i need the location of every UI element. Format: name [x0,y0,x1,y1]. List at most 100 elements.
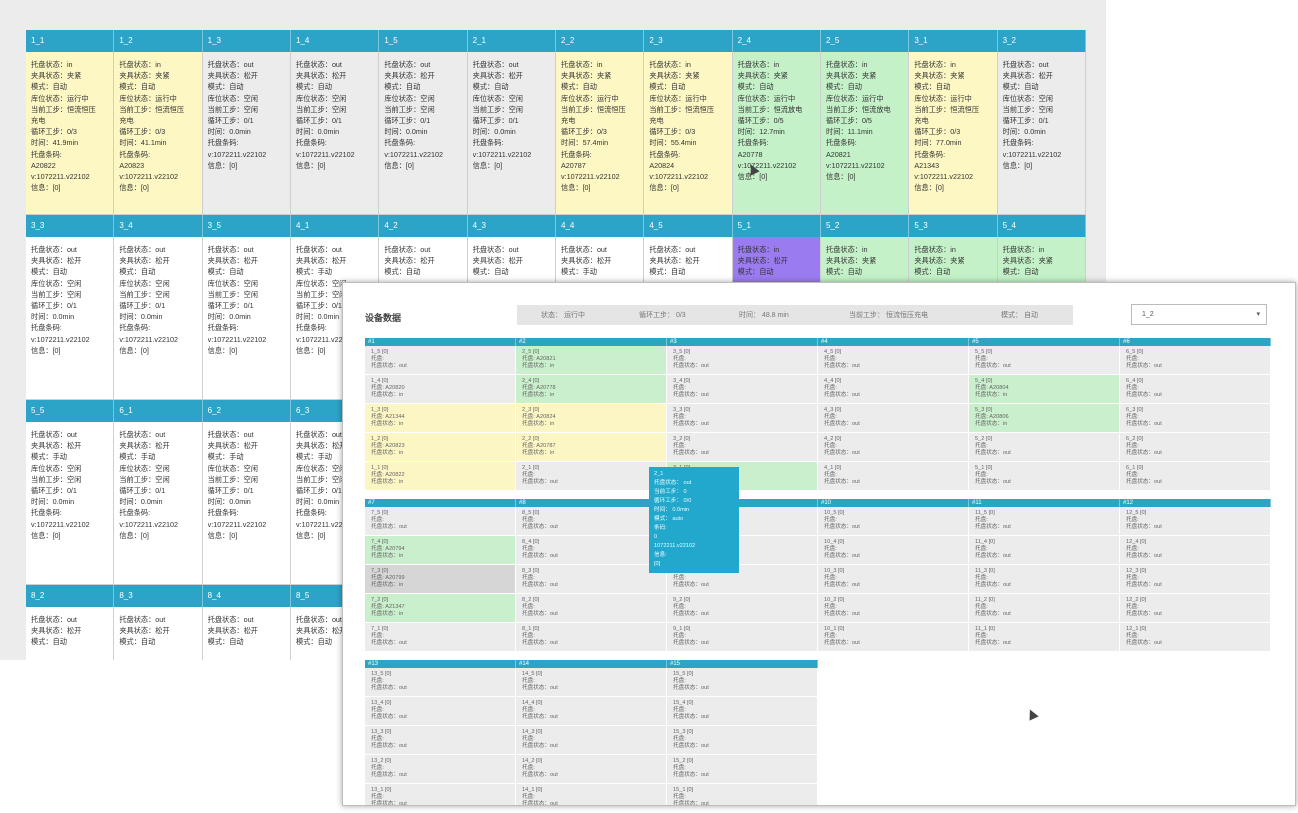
device-cell[interactable]: 1_2 [0] 托盘: A20823 托盘状态：in [365,433,516,462]
device-cell[interactable]: 11_5 [0] 托盘: 托盘状态：out [969,507,1120,536]
station-cell[interactable]: 托盘状态：out 夹具状态：松开 模式：自动 [114,607,203,660]
station-cell[interactable]: 托盘状态：out 夹具状态：松开 模式：自动 库位状态：空闲 当前工步：空闲 循环工步：0… [997,52,1086,215]
device-cell[interactable]: 9_2 [0] 托盘: 托盘状态：out [667,594,818,623]
device-cell[interactable]: 10_4 [0] 托盘: 托盘状态：out [818,536,969,565]
device-cell[interactable]: 2_5 [0] 托盘: A20821 托盘状态：in [516,346,667,375]
device-cell-line: 托盘: [824,414,837,421]
device-cell[interactable]: 4_1 [0] 托盘: 托盘状态：out [818,462,969,491]
device-cell[interactable]: 15_3 [0] 托盘: 托盘状态：out [667,726,818,755]
device-cell[interactable]: 13_2 [0] 托盘: 托盘状态：out [365,755,516,784]
device-cell[interactable]: 14_3 [0] 托盘: 托盘状态：out [516,726,667,755]
device-cell[interactable]: 8_1 [0] 托盘: 托盘状态：out [516,623,667,652]
device-cell[interactable]: 11_4 [0] 托盘: 托盘状态：out [969,536,1120,565]
station-cell[interactable]: 托盘状态：in 夹具状态：夹紧 模式：自动 库位状态：运行中 当前工步：恒流放电 循环工步… [821,52,910,215]
station-cell[interactable]: 托盘状态：out 夹具状态：松开 模式：自动 库位状态：空闲 当前工步：空闲 循环工步：0… [467,52,556,215]
device-cell[interactable]: 12_3 [0] 托盘: 托盘状态：out [1120,565,1271,594]
device-cell[interactable]: 10_1 [0] 托盘: 托盘状态：out [818,623,969,652]
station-cell-line: 信息：[0] [296,530,326,540]
device-cell[interactable]: 5_4 [0] 托盘: A20804 托盘状态：in [969,375,1120,404]
station-cell[interactable]: 托盘状态：in 夹具状态：夹紧 模式：自动 库位状态：运行中 当前工步：恒流恒压 充电 循环… [114,52,203,215]
station-cell[interactable]: 托盘状态：out 夹具状态：松开 模式：自动 库位状态：空闲 当前工步：空闲 循环工步：0… [202,52,291,215]
device-cell[interactable]: 6_5 [0] 托盘: 托盘状态：out [1120,346,1271,375]
device-cell[interactable]: 7_4 [0] 托盘: A20794 托盘状态：in [365,536,516,565]
device-cell[interactable]: 12_1 [0] 托盘: 托盘状态：out [1120,623,1271,652]
station-cell[interactable]: 托盘状态：in 夹具状态：夹紧 模式：自动 库位状态：运行中 当前工步：恒流恒压 充电 循环… [556,52,645,215]
device-cell[interactable]: 14_1 [0] 托盘: 托盘状态：out [516,784,667,805]
device-cell[interactable]: 2_2 [0] 托盘: A20787 托盘状态：in [516,433,667,462]
device-cell-line: 托盘状态：out [522,611,558,618]
device-cell[interactable]: 2_4 [0] 托盘: A20778 托盘状态：in [516,375,667,404]
station-cell[interactable]: 托盘状态：in 夹具状态：夹紧 模式：自动 库位状态：运行中 当前工步：恒流放电 循环工步… [732,52,821,215]
device-cell[interactable]: 10_3 [0] 托盘: 托盘状态：out [818,565,969,594]
device-cell[interactable]: 8_4 [0] 托盘: 托盘状态：out [516,536,667,565]
device-cell[interactable]: 7_2 [0] 托盘: A21347 托盘状态：in [365,594,516,623]
device-cell[interactable]: 5_2 [0] 托盘: 托盘状态：out [969,433,1120,462]
device-cell[interactable]: 15_5 [0] 托盘: 托盘状态：out [667,668,818,697]
device-cell[interactable]: 4_5 [0] 托盘: 托盘状态：out [818,346,969,375]
station-cell[interactable]: 托盘状态：out 夹具状态：松开 模式：手动 库位状态：空闲 当前工步：空闲 循环工步：0… [26,422,115,585]
device-cell[interactable]: 13_1 [0] 托盘: 托盘状态：out [365,784,516,805]
device-cell[interactable]: 11_2 [0] 托盘: 托盘状态：out [969,594,1120,623]
station-cell[interactable]: 托盘状态：in 夹具状态：夹紧 模式：自动 库位状态：运行中 当前工步：恒流恒压 充电 循环… [26,52,115,215]
device-cell[interactable]: 4_2 [0] 托盘: 托盘状态：out [818,433,969,462]
device-cell[interactable]: 13_3 [0] 托盘: 托盘状态：out [365,726,516,755]
device-cell[interactable]: 2_1 [0] 托盘: 托盘状态：out [516,462,667,491]
station-cell[interactable]: 托盘状态：out 夹具状态：松开 模式：自动 库位状态：空闲 当前工步：空闲 循环工步：0… [291,52,380,215]
device-cell[interactable]: 10_5 [0] 托盘: 托盘状态：out [818,507,969,536]
device-cell[interactable]: 3_3 [0] 托盘: 托盘状态：out [667,404,818,433]
device-cell[interactable]: 14_4 [0] 托盘: 托盘状态：out [516,697,667,726]
device-cell[interactable]: 15_1 [0] 托盘: 托盘状态：out [667,784,818,805]
station-cell[interactable]: 托盘状态：out 夹具状态：松开 模式：手动 库位状态：空闲 当前工步：空闲 循环工步：0… [202,422,291,585]
device-cell[interactable]: 1_1 [0] 托盘: A20822 托盘状态：in [365,462,516,491]
device-cell[interactable]: 12_2 [0] 托盘: 托盘状态：out [1120,594,1271,623]
station-cell[interactable]: 托盘状态：out 夹具状态：松开 模式：自动 [202,607,291,660]
device-cell[interactable]: 14_2 [0] 托盘: 托盘状态：out [516,755,667,784]
device-cell[interactable]: 1_5 [0] 托盘: 托盘状态：out [365,346,516,375]
device-cell[interactable]: 1_3 [0] 托盘: A21344 托盘状态：in [365,404,516,433]
device-cell[interactable]: 6_2 [0] 托盘: 托盘状态：out [1120,433,1271,462]
device-cell[interactable]: 15_4 [0] 托盘: 托盘状态：out [667,697,818,726]
device-cell[interactable]: 4_3 [0] 托盘: 托盘状态：out [818,404,969,433]
station-cell[interactable]: 托盘状态：out 夹具状态：松开 模式：自动 库位状态：空闲 当前工步：空闲 循环工步：0… [114,237,203,400]
device-cell[interactable]: 7_1 [0] 托盘: 托盘状态：out [365,623,516,652]
station-cell-line: 库位状态：空闲 [296,463,347,473]
device-cell[interactable]: 15_2 [0] 托盘: 托盘状态：out [667,755,818,784]
station-cell-line: 时间：0.0min [207,497,251,507]
device-cell[interactable]: 6_1 [0] 托盘: 托盘状态：out [1120,462,1271,491]
station-cell[interactable]: 托盘状态：out 夹具状态：松开 模式：自动 库位状态：空闲 当前工步：空闲 循环工步：0… [26,237,115,400]
device-cell[interactable]: 10_2 [0] 托盘: 托盘状态：out [818,594,969,623]
device-cell[interactable]: 12_4 [0] 托盘: 托盘状态：out [1120,536,1271,565]
station-cell-line: 模式：自动 [207,637,244,647]
device-cell[interactable]: 13_5 [0] 托盘: 托盘状态：out [365,668,516,697]
device-cell[interactable]: 11_3 [0] 托盘: 托盘状态：out [969,565,1120,594]
station-cell[interactable]: 托盘状态：out 夹具状态：松开 模式：自动 库位状态：空闲 当前工步：空闲 循环工步：0… [202,237,291,400]
station-cell[interactable]: 托盘状态：in 夹具状态：夹紧 模式：自动 库位状态：运行中 当前工步：恒流恒压 充电 循环… [644,52,733,215]
device-cell[interactable]: 7_5 [0] 托盘: 托盘状态：out [365,507,516,536]
device-cell[interactable]: 2_3 [0] 托盘: A20824 托盘状态：in [516,404,667,433]
station-cell[interactable]: 托盘状态：out 夹具状态：松开 模式：自动 库位状态：空闲 当前工步：空闲 循环工步：0… [379,52,468,215]
device-cell[interactable]: 3_5 [0] 托盘: 托盘状态：out [667,346,818,375]
station-cell[interactable]: 托盘状态：out 夹具状态：松开 模式：手动 库位状态：空闲 当前工步：空闲 循环工步：0… [114,422,203,585]
device-cell[interactable]: 3_4 [0] 托盘: 托盘状态：out [667,375,818,404]
device-cell[interactable]: 5_3 [0] 托盘: A20806 托盘状态：in [969,404,1120,433]
device-cell[interactable]: 8_5 [0] 托盘: 托盘状态：out [516,507,667,536]
device-cell[interactable]: 4_4 [0] 托盘: 托盘状态：out [818,375,969,404]
device-cell[interactable]: 11_1 [0] 托盘: 托盘状态：out [969,623,1120,652]
station-select[interactable]: 1_2 ▾ [1131,304,1267,325]
device-cell[interactable]: 6_3 [0] 托盘: 托盘状态：out [1120,404,1271,433]
device-cell[interactable]: 8_3 [0] 托盘: 托盘状态：out [516,565,667,594]
device-cell[interactable]: 9_1 [0] 托盘: 托盘状态：out [667,623,818,652]
device-cell[interactable]: 8_2 [0] 托盘: 托盘状态：out [516,594,667,623]
station-cell[interactable]: 托盘状态：out 夹具状态：松开 模式：自动 [26,607,115,660]
device-cell[interactable]: 1_4 [0] 托盘: A20820 托盘状态：in [365,375,516,404]
device-cell[interactable]: 5_5 [0] 托盘: 托盘状态：out [969,346,1120,375]
device-cell[interactable]: 3_2 [0] 托盘: 托盘状态：out [667,433,818,462]
device-cell[interactable]: 13_4 [0] 托盘: 托盘状态：out [365,697,516,726]
device-cell[interactable]: 7_3 [0] 托盘: A20799 托盘状态：in [365,565,516,594]
device-cell-line: 11_2 [0] [975,597,995,603]
device-cell[interactable]: 14_5 [0] 托盘: 托盘状态：out [516,668,667,697]
station-cell[interactable]: 托盘状态：in 夹具状态：夹紧 模式：自动 库位状态：运行中 当前工步：恒流恒压 充电 循环… [909,52,998,215]
device-cell[interactable]: 6_4 [0] 托盘: 托盘状态：out [1120,375,1271,404]
device-cell[interactable]: 5_1 [0] 托盘: 托盘状态：out [969,462,1120,491]
device-cell[interactable]: 12_5 [0] 托盘: 托盘状态：out [1120,507,1271,536]
